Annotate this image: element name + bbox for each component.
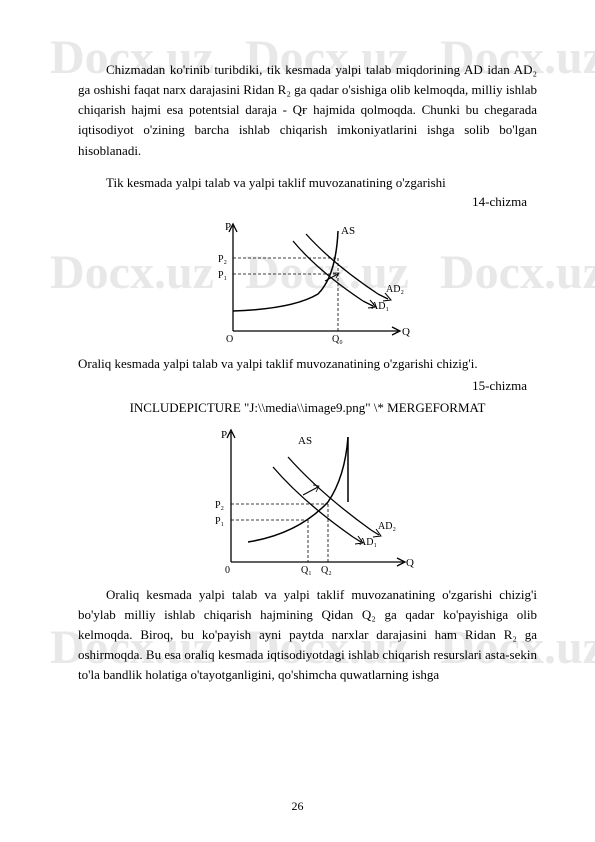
caption-1: Oraliq kesmada yalpi talab va yalpi takl…: [78, 354, 537, 374]
axis-p-label: P: [225, 221, 231, 233]
q0-label: Q₀: [332, 334, 343, 345]
p2-label-2: P₂: [215, 500, 224, 511]
figure-label-14: 14-chizma: [78, 194, 537, 210]
p2-label: P₂: [218, 254, 227, 265]
chart-14: P P₂ P₁ O Q₀ Q AS AD₂ AD₁: [78, 216, 537, 346]
ad2-label-2: AD₂: [378, 521, 396, 532]
q2-label-2: Q₂: [321, 565, 332, 576]
page-number: 26: [0, 799, 595, 814]
as-label: AS: [341, 225, 355, 237]
axis-q-label-2: Q: [406, 557, 414, 569]
axis-q-label: Q: [402, 326, 410, 338]
figure-label-15: 15-chizma: [78, 378, 537, 394]
paragraph-2: Oraliq kesmada yalpi talab va yalpi takl…: [78, 585, 537, 686]
as-label-2: AS: [298, 435, 312, 447]
p1-label: P₁: [218, 270, 227, 281]
origin-label-2: 0: [225, 565, 230, 576]
include-picture-field: INCLUDEPICTURE "J:\\media\\image9.png" \…: [78, 400, 537, 416]
axis-p-label-2: P: [221, 429, 227, 441]
ad1-label: AD₁: [371, 301, 389, 312]
heading-1: Tik kesmada yalpi talab va yalpi taklif …: [78, 173, 537, 193]
chart-15: P P₂ P₁ 0 Q₁ Q₂ Q AS AD₂ AD₁: [78, 422, 537, 577]
p1-label-2: P₁: [215, 516, 224, 527]
ad2-label: AD₂: [386, 284, 404, 295]
ad1-label-2: AD₁: [359, 537, 377, 548]
page-content: Chizmadan ko'rinib turibdiki, tik kesmad…: [0, 0, 595, 717]
origin-label: O: [226, 334, 233, 345]
paragraph-1: Chizmadan ko'rinib turibdiki, tik kesmad…: [78, 60, 537, 161]
q1-label-2: Q₁: [301, 565, 312, 576]
